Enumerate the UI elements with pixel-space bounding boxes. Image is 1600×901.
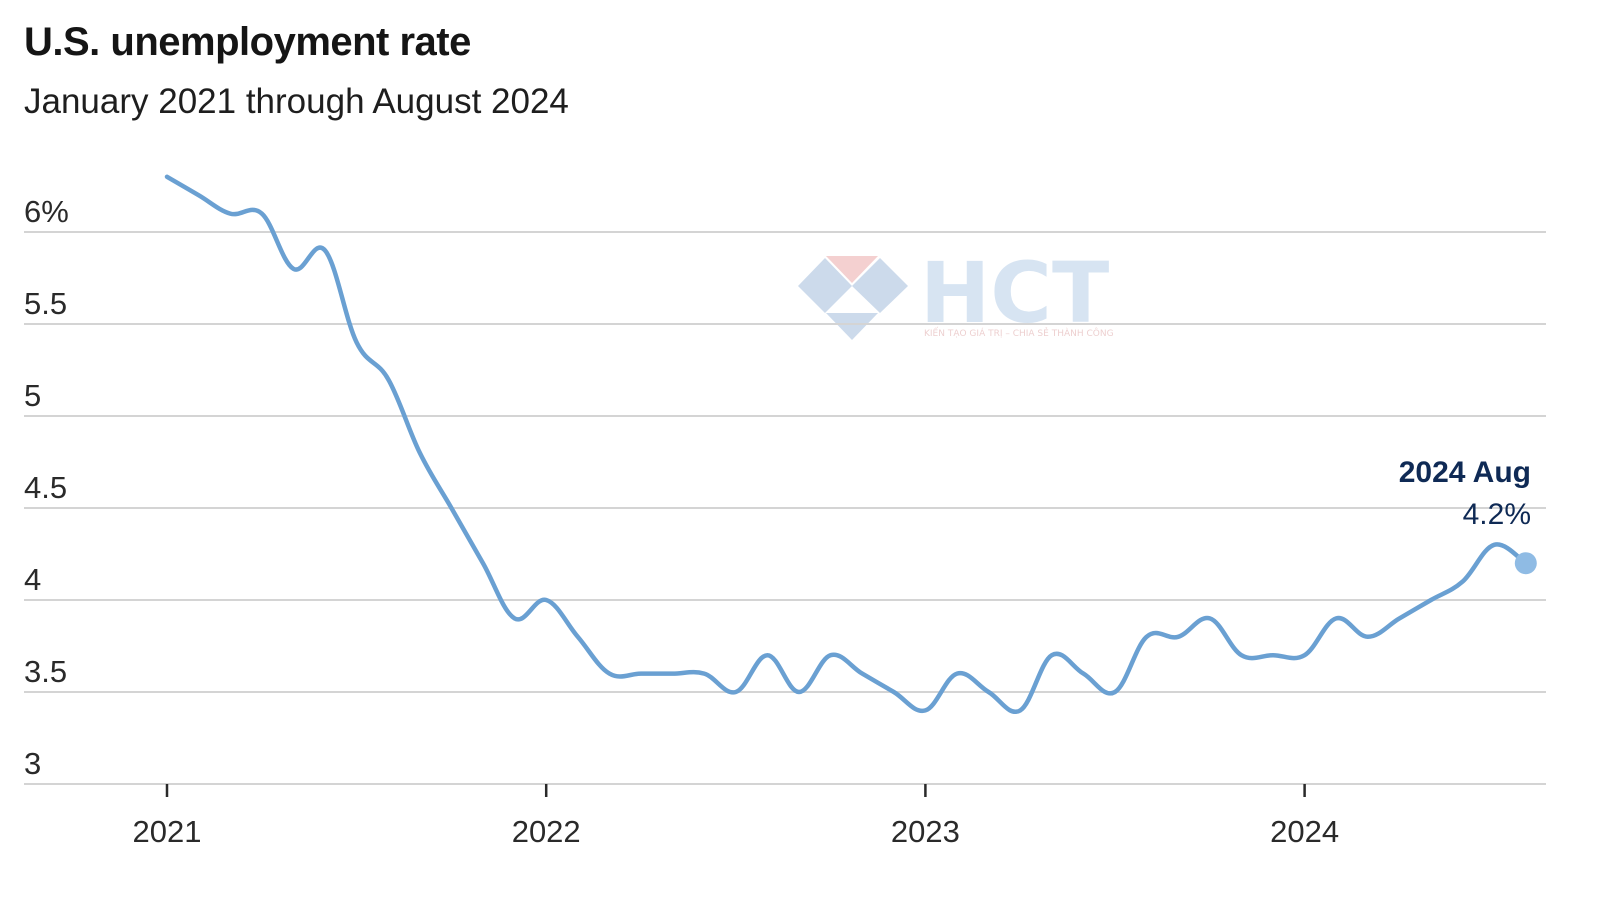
annotation-date: 2024 Aug	[1399, 456, 1531, 489]
y-tick-label: 6%	[24, 194, 69, 229]
series-line	[164, 174, 1529, 715]
y-tick-label: 5	[24, 378, 41, 413]
y-tick-label: 4	[24, 562, 41, 597]
y-tick-label: 3	[24, 746, 41, 781]
y-tick-label: 4.5	[24, 470, 67, 505]
annotation-value: 4.2%	[1463, 498, 1531, 531]
watermark-diamond-top	[826, 256, 878, 283]
x-tick-label: 2024	[1270, 814, 1339, 849]
y-tick-label: 5.5	[24, 286, 67, 321]
watermark-diamond-right	[852, 258, 908, 313]
y-tick-label: 3.5	[24, 654, 67, 689]
last-point-marker	[1514, 552, 1537, 575]
x-tick-label: 2023	[891, 814, 960, 849]
chart-title: U.S. unemployment rate	[24, 20, 471, 64]
watermark-brand: HCT	[920, 244, 1109, 342]
x-tick-label: 2022	[512, 814, 581, 849]
watermark-tagline: KIẾN TẠO GIÁ TRỊ – CHIA SẺ THÀNH CÔNG	[924, 327, 1114, 339]
chart-subtitle: January 2021 through August 2024	[24, 82, 569, 121]
x-tick-label: 2021	[133, 814, 202, 849]
watermark-diamond-bottom	[826, 313, 878, 340]
watermark-diamond-left	[798, 258, 852, 313]
